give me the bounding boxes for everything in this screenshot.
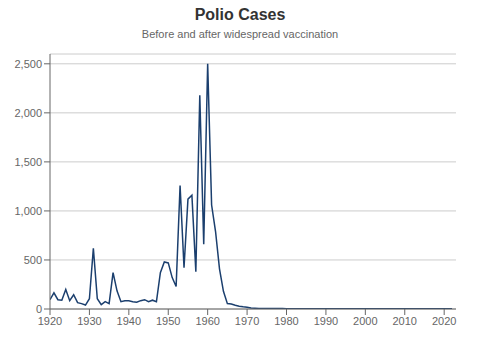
svg-text:2,500: 2,500	[14, 58, 42, 70]
svg-text:1920: 1920	[38, 315, 62, 327]
svg-text:2,000: 2,000	[14, 107, 42, 119]
svg-text:1990: 1990	[314, 315, 338, 327]
svg-text:1980: 1980	[274, 315, 298, 327]
svg-text:1960: 1960	[195, 315, 219, 327]
svg-text:1940: 1940	[117, 315, 141, 327]
svg-text:2000: 2000	[353, 315, 377, 327]
html-text:Before and after widespread va: Before and after widespread vaccination	[141, 28, 339, 40]
svg-text:1970: 1970	[235, 315, 259, 327]
svg-text:500: 500	[24, 254, 42, 266]
svg-text:2020: 2020	[432, 315, 456, 327]
svg-text:0: 0	[36, 303, 42, 315]
svg-text:2010: 2010	[393, 315, 417, 327]
svg-text:1,000: 1,000	[14, 205, 42, 217]
html-text:Polio Cases: Polio Cases	[194, 6, 286, 23]
svg-text:1950: 1950	[156, 315, 180, 327]
svg-text:1,500: 1,500	[14, 156, 42, 168]
svg-text:1930: 1930	[77, 315, 101, 327]
